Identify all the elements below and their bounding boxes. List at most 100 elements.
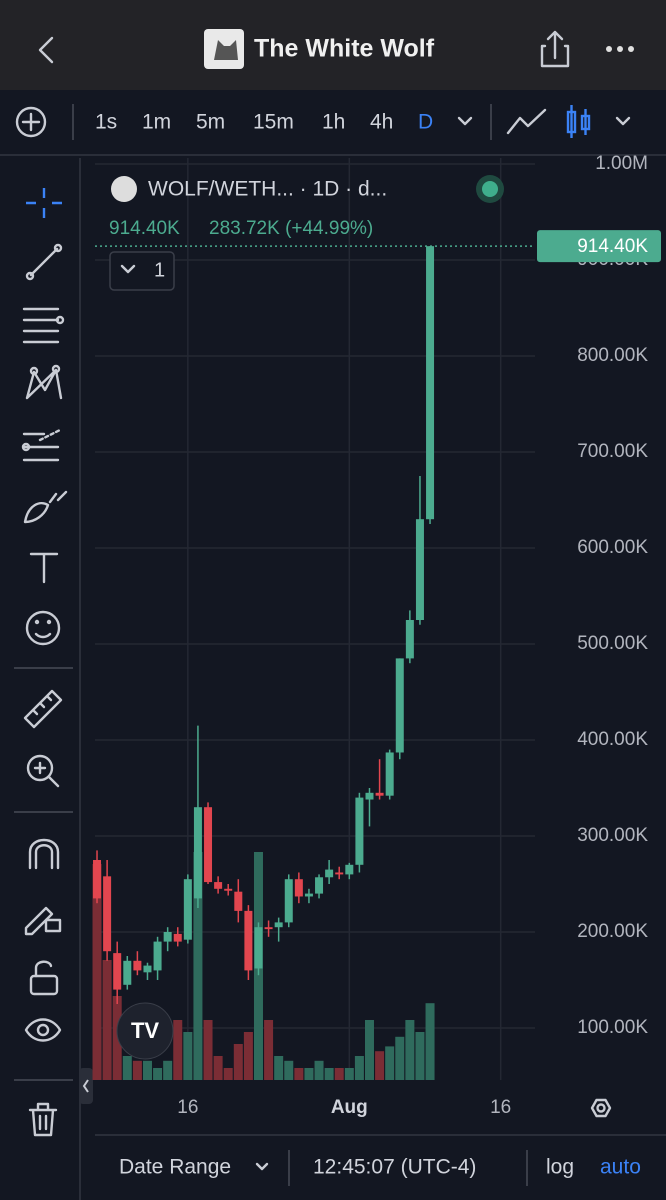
candle-body [405,619,414,659]
x-tick-label: Aug [331,1097,368,1118]
interval-dropdown[interactable] [457,116,473,126]
brush-tool[interactable] [23,490,68,524]
volume-bar [334,1068,344,1080]
date-range-button[interactable]: Date Range [119,1156,231,1179]
line-chart-button[interactable] [506,108,547,135]
volume-bar [405,1020,415,1080]
share-button[interactable] [540,30,570,68]
collapse-chevron [120,264,136,274]
volume-bar [213,1056,223,1080]
visibility-tool[interactable] [24,1018,62,1042]
candle-body [395,658,404,753]
candle-chart-button[interactable] [566,105,591,138]
lock-tool[interactable] [29,960,59,996]
change-value: 283.72K (+44.99%) [209,218,373,239]
ruler-tool[interactable] [23,689,63,729]
interval-button[interactable]: 1h [322,111,345,134]
volume-bar [112,996,122,1080]
tv-logo[interactable] [116,1002,174,1060]
x-tick-label: 16 [490,1097,511,1118]
candle-body [183,879,192,940]
interval-button[interactable]: 4h [370,111,393,134]
candle-body [224,888,233,891]
log-toggle[interactable]: log [546,1156,574,1179]
candle-body [355,797,364,865]
collapse-count: 1 [154,259,165,281]
volume-bar [264,1020,274,1080]
sidebar-toggle[interactable] [79,1068,93,1104]
candle-body [315,877,324,894]
timezone[interactable]: 12:45:07 (UTC-4) [313,1156,476,1179]
candle-body [204,807,213,883]
candle-body [365,792,374,800]
volume-bar [203,1020,213,1080]
candle-body [123,960,132,985]
volume-bar [274,1056,284,1080]
candle-body [284,879,293,923]
symbol-icon [111,176,137,202]
collapse-button[interactable] [109,251,175,291]
candle-body [426,246,435,520]
add-indicator[interactable] [15,106,47,138]
interval-button[interactable]: 15m [253,111,294,134]
candle-body [274,922,283,928]
y-tick-label: 100.00K [577,1017,648,1038]
magnet-tool[interactable] [28,838,60,870]
volume-bar [243,1032,253,1080]
auto-toggle[interactable]: auto [600,1156,641,1179]
candle-body [103,876,112,952]
back-button[interactable] [38,36,54,64]
candle-body [113,953,122,990]
volume-bar [425,1003,435,1080]
volume-bar [153,1068,163,1080]
candle-body [153,941,162,971]
candle-body [254,927,263,969]
last-price-box [537,230,661,263]
volume-bar [375,1051,385,1080]
x-tick-label: 16 [177,1097,198,1118]
candle-body [93,859,102,899]
y-tick-label: 500.00K [577,633,648,654]
volume-bar [92,864,102,1080]
y-tick-label: 800.00K [577,345,648,366]
text-tool[interactable] [29,552,59,584]
pattern-tool[interactable] [25,364,63,400]
fib-tool[interactable] [21,428,62,462]
candle-body [214,882,223,889]
interval-button[interactable]: 1s [95,111,117,134]
zoom-tool[interactable] [26,754,60,788]
more-button[interactable] [606,46,634,52]
date-range-chevron [255,1162,269,1171]
volume-bar [233,1044,243,1080]
symbol-legend: WOLF/WETH... · 1D · d... [148,178,387,201]
tv-logo-mark: TV [131,1018,159,1043]
interval-button[interactable]: D [418,111,433,134]
volume-bar [344,1068,354,1080]
volume-bar [294,1068,304,1080]
settings-button[interactable] [590,1098,612,1118]
volume-bar [183,1032,193,1080]
last-price-label: 914.40K [577,236,648,257]
candle-body [415,519,424,620]
crosshair-tool[interactable] [26,188,62,218]
delete-tool[interactable] [28,1102,58,1137]
chart-type-dropdown[interactable] [615,116,631,126]
volume-bar [284,1060,294,1080]
candle-body [133,960,142,971]
y-tick-label: 200.00K [577,921,648,942]
interval-button[interactable]: 5m [196,111,225,134]
emoji-tool[interactable] [25,610,61,646]
trendline-tool[interactable] [25,243,63,281]
volume-bar [304,1068,314,1080]
parallel-tool[interactable] [22,307,65,344]
interval-button[interactable]: 1m [142,111,171,134]
candle-body [294,879,303,897]
candle-body [325,869,334,878]
volume-bar [314,1060,324,1080]
lock-drawing-tool[interactable] [24,906,62,936]
y-tick-label: 700.00K [577,441,648,462]
y-tick-label: 400.00K [577,729,648,750]
volume-bar [324,1068,334,1080]
